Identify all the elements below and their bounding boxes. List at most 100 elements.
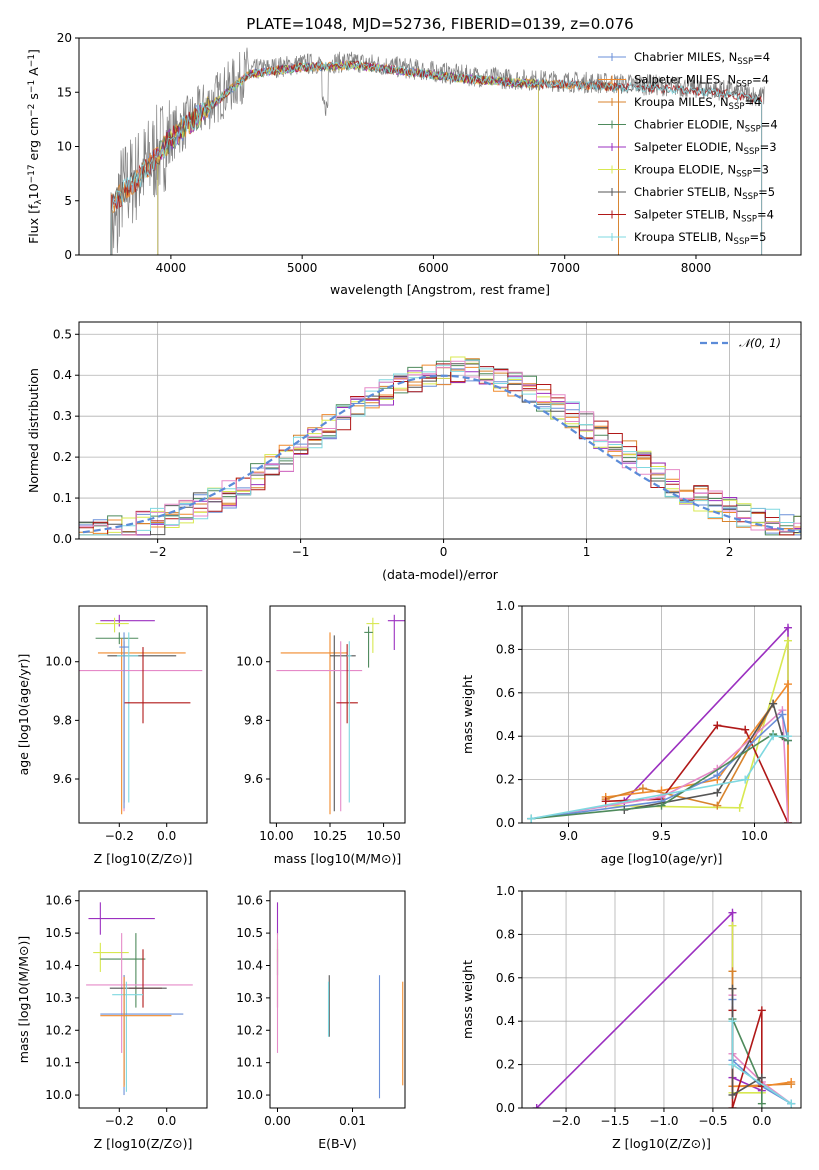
y-tick-label: 0.5 [53,327,72,341]
axes-frame [269,890,406,1109]
x-tick-label: −2.0 [551,1114,580,1128]
y-tick-label: 9.8 [53,713,72,727]
y-tick-label: 0.0 [496,816,515,830]
y-axis-label: age [log10(age/yr)] [16,654,31,776]
x-axis-label: Z [log10(Z/Z⊙)] [612,1136,711,1151]
y-tick-label: 0.3 [53,409,72,423]
x-tick-label: −1 [292,545,310,559]
x-tick-label: −0.2 [105,829,134,843]
x-tick-label: −0.2 [105,1114,134,1128]
x-axis-label: age [log10(age/yr)] [601,851,723,866]
y-tick-label: 0.1 [53,491,72,505]
x-tick-label: 1 [583,545,591,559]
plot-area [79,356,801,536]
y-tick-label: 0 [64,248,72,262]
legend-label: Salpeter ELODIE, NSSP=3 [634,140,777,157]
axes-frame [521,890,802,1109]
y-tick-label: 10.2 [45,1023,72,1037]
y-tick-label: 10.4 [45,958,72,972]
y-tick-label: 9.6 [244,772,263,786]
model-spectrum-line [111,61,619,255]
x-tick-label: 7000 [549,261,580,275]
y-axis-label: mass weight [460,960,475,1039]
x-tick-label: −0.5 [698,1114,727,1128]
residual-histogram-panel: −2 −1 0 1 2 0.0 0.1 0.2 0.3 0.4 0.5 (data-model)/er… [26,321,802,582]
y-tick-label: 0.2 [53,450,72,464]
y-tick-label: 15 [57,85,72,99]
weight-line [605,703,774,807]
y-axis-label: mass [log10(M/M⊙)] [16,936,31,1064]
x-tick-label: −1.5 [600,1114,629,1128]
weight-line [536,910,763,1108]
y-tick-label: 10.0 [45,655,72,669]
y-axis-label: Flux [fλ10−17 erg cm−2 s−1 A−1] [26,49,44,244]
model-spectrum-line [111,60,763,255]
x-axis-label: wavelength [Angstrom, rest frame] [330,282,550,297]
y-tick-label: 0.2 [496,773,515,787]
y-tick-label: 10.6 [236,894,263,908]
x-tick-label: 10.25 [313,829,347,843]
y-axis-label: Normed distribution [26,368,41,493]
gaussian-curve [79,374,801,534]
y-tick-label: 0.4 [53,368,72,382]
x-tick-label: −1.0 [649,1114,678,1128]
y-tick-label: 10 [57,140,72,154]
y-tick-label: 10.1 [45,1056,72,1070]
legend-label: Salpeter MILES, NSSP=4 [634,73,769,90]
x-tick-label: 6000 [418,261,449,275]
y-tick-label: 10.5 [236,926,263,940]
x-tick-label: 0.0 [157,829,176,843]
y-tick-label: 10.0 [45,1088,72,1102]
weight-line [531,735,788,820]
y-tick-label: 5 [64,194,72,208]
model-spectrum-line [111,61,619,255]
x-axis-label: Z [log10(Z/Z⊙)] [94,851,193,866]
x-tick-label: 0 [440,545,448,559]
figure-title: PLATE=1048, MJD=52736, FIBERID=0139, z=0… [246,15,633,33]
weight-vs-z-panel: −2.0 −1.5 −1.0 −0.5 0.0 0.0 0.2 0.4 0.6 0.8 1.0 Z [… [460,884,802,1151]
x-axis-label: Z [log10(Z/Z⊙)] [94,1136,193,1151]
plot-area [532,908,796,1108]
x-tick-label: 2 [726,545,734,559]
plot-area [527,623,792,823]
plot-area [79,614,203,815]
x-tick-label: 0.0 [752,1114,771,1128]
x-tick-label: 8000 [681,261,712,275]
y-tick-label: 0.8 [496,927,515,941]
mass-vs-z-panel: −0.2 0.0 10.0 10.1 10.2 10.3 10.4 10.5 10.6 Z [lo… [16,890,208,1151]
weight-line [531,733,789,820]
mass-vs-ebv-panel: 0.00 0.01 10.0 10.1 10.2 10.3 10.4 10.5 10.6 E(B-… [236,890,406,1151]
x-tick-label: 9.0 [559,829,578,843]
x-axis-label: (data-model)/error [382,567,499,582]
y-tick-label: 0.6 [496,971,515,985]
x-tick-label: 0.01 [339,1114,366,1128]
plot-area [110,47,765,255]
legend-label: Chabrier ELODIE, NSSP=4 [634,118,778,135]
age-vs-z-panel: −0.2 0.0 9.6 9.8 10.0 Z [log10(Z/Z⊙)] age [log… [16,605,208,866]
y-tick-label: 1.0 [496,599,515,613]
plot-area [86,902,193,1096]
y-tick-label: 20 [57,31,72,45]
y-tick-label: 10.1 [236,1056,263,1070]
spectrum-panel: 4000 5000 6000 7000 8000 0 5 10 15 20 wavelength [… [26,31,802,297]
legend-label: Salpeter STELIB, NSSP=4 [634,208,774,225]
y-tick-label: 10.4 [236,958,263,972]
y-tick-label: 10.3 [236,991,263,1005]
y-tick-label: 10.0 [236,1088,263,1102]
legend-label: Kroupa MILES, NSSP=4 [634,95,761,112]
y-tick-label: 0.0 [53,532,72,546]
x-tick-label: 10.50 [366,829,400,843]
y-tick-label: 10.6 [45,894,72,908]
legend-label: Chabrier MILES, NSSP=4 [634,50,770,67]
y-tick-label: 10.2 [236,1023,263,1037]
axes-frame [78,890,208,1109]
x-tick-label: 9.5 [652,829,671,843]
y-tick-label: 10.0 [236,655,263,669]
axes-frame [269,605,406,824]
y-tick-label: 1.0 [496,884,515,898]
age-vs-mass-panel: 10.00 10.25 10.50 9.6 9.8 10.0 mass [log10(M/M… [236,605,406,866]
plot-area [276,614,405,815]
y-tick-label: 10.3 [45,991,72,1005]
y-tick-label: 0.6 [496,686,515,700]
x-tick-label: 4000 [156,261,187,275]
